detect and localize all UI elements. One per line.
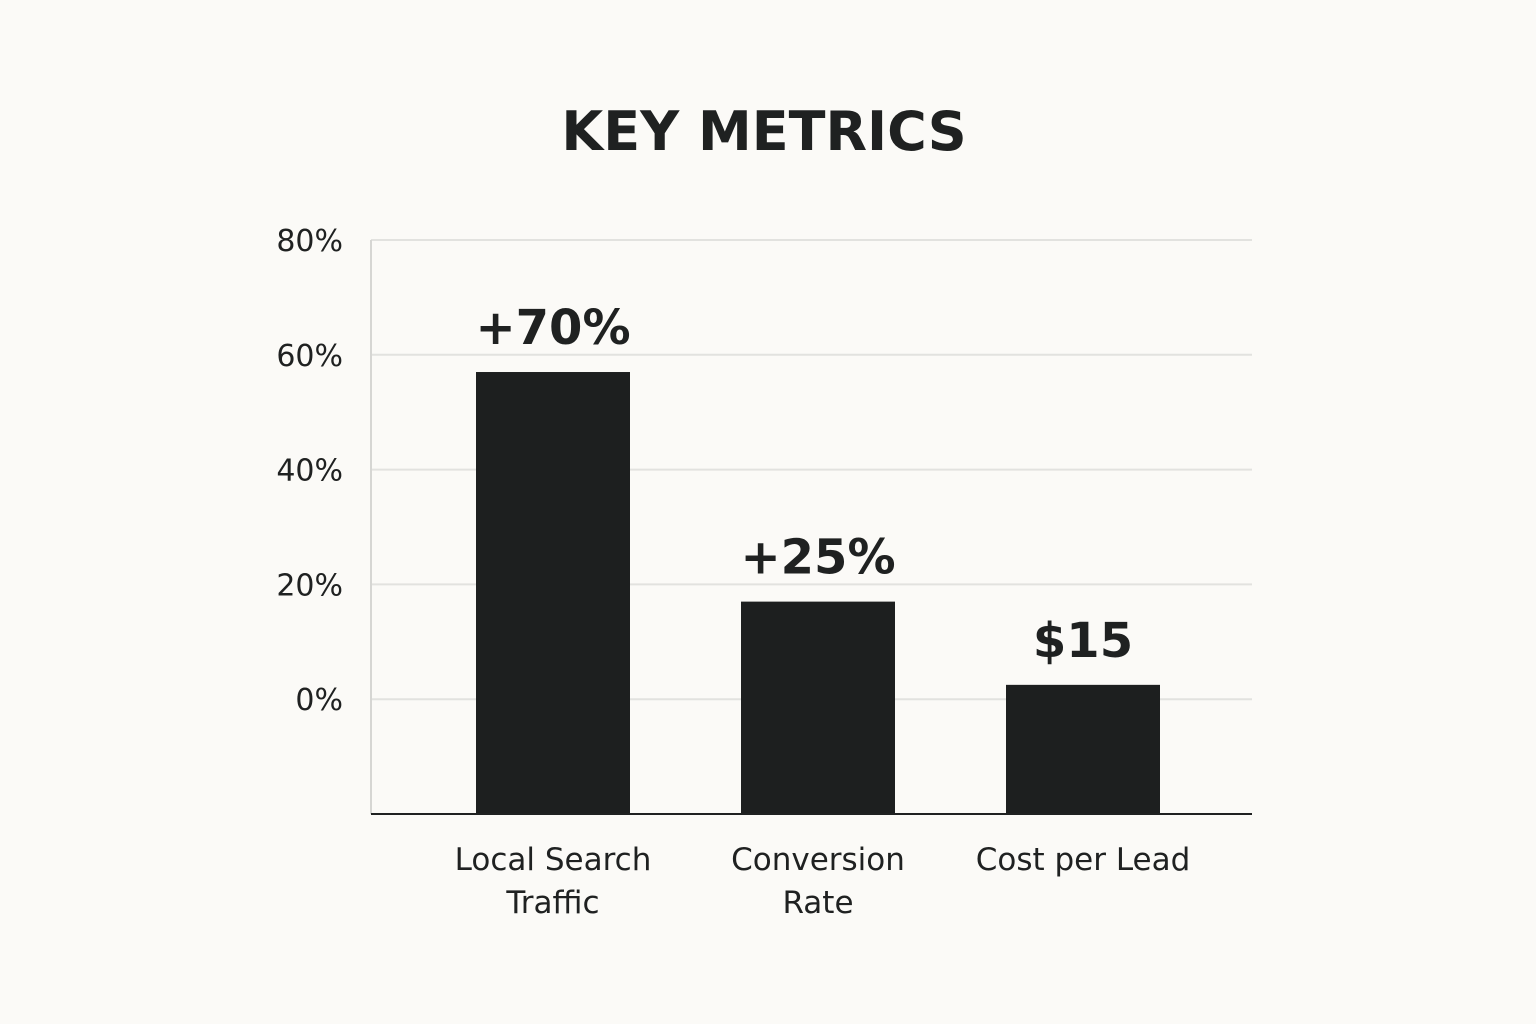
y-tick-label: 0%: [295, 683, 343, 718]
category-label: Traffic: [505, 885, 599, 921]
bar: [1006, 684, 1160, 814]
category-label: Local Search: [455, 842, 652, 878]
y-tick-label: 80%: [276, 224, 343, 259]
category-label: Rate: [782, 885, 853, 921]
category-label: Cost per Lead: [976, 842, 1191, 878]
bar: [476, 372, 630, 814]
y-axis-ticks: 0% 20% 40% 60% 80%: [276, 224, 343, 718]
y-tick-label: 40%: [276, 454, 343, 489]
bars: [476, 372, 1160, 814]
data-labels: +70% +25% $15: [475, 300, 1133, 669]
y-tick-label: 20%: [276, 568, 343, 603]
chart-title: KEY METRICS: [561, 100, 966, 163]
y-tick-label: 60%: [276, 339, 343, 374]
category-label: Conversion: [731, 842, 905, 878]
data-label: $15: [1033, 613, 1133, 669]
category-labels: Local Search Traffic Conversion Rate Cost pe…: [455, 842, 1191, 921]
data-label: +70%: [475, 300, 630, 356]
bar: [741, 601, 895, 814]
data-label: +25%: [740, 530, 895, 586]
